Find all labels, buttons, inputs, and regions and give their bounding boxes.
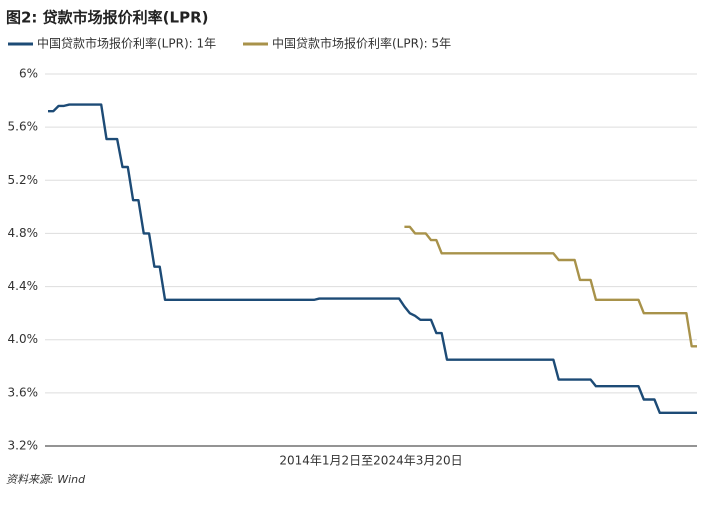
y-tick-label: 5.6% [8, 120, 39, 134]
y-tick-label: 4.4% [8, 279, 39, 293]
legend-label: 中国贷款市场报价利率(LPR): 1年 [37, 36, 216, 51]
y-tick-label: 3.2% [8, 439, 39, 453]
chart-title: 图2: 贷款市场报价利率(LPR) [6, 9, 208, 27]
y-tick-label: 3.6% [8, 385, 39, 399]
series-line [48, 103, 697, 414]
x-axis-label: 2014年1月2日至2024年3月20日 [279, 454, 462, 468]
y-tick-label: 4.0% [8, 332, 39, 346]
y-tick-label: 5.2% [8, 173, 39, 187]
y-tick-label: 4.8% [8, 226, 39, 240]
source-note: 资料来源: Wind [6, 473, 86, 486]
legend-label: 中国贷款市场报价利率(LPR): 5年 [272, 36, 451, 51]
series-line [404, 225, 697, 348]
y-tick-label: 6% [19, 67, 38, 81]
